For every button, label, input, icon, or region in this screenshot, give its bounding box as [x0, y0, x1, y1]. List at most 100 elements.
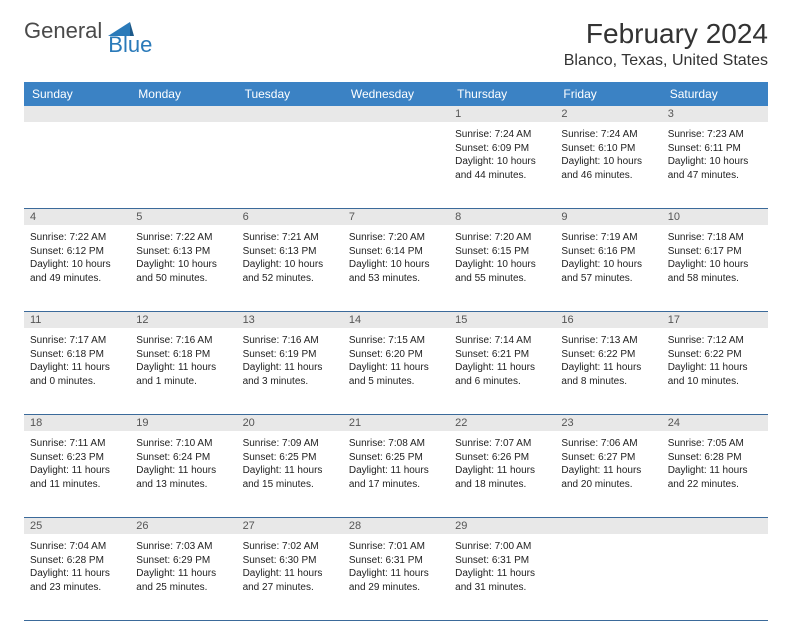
- sunset-line: Sunset: 6:10 PM: [561, 142, 655, 156]
- day-cell: Sunrise: 7:19 AMSunset: 6:16 PMDaylight:…: [555, 225, 661, 311]
- day-cell: Sunrise: 7:02 AMSunset: 6:30 PMDaylight:…: [237, 534, 343, 620]
- day-number: [555, 518, 661, 534]
- sunrise-line: Sunrise: 7:18 AM: [668, 231, 762, 245]
- day-content: Sunrise: 7:21 AMSunset: 6:13 PMDaylight:…: [243, 229, 337, 285]
- sunset-line: Sunset: 6:25 PM: [349, 451, 443, 465]
- sunset-line: Sunset: 6:11 PM: [668, 142, 762, 156]
- day-header: Wednesday: [343, 82, 449, 106]
- empty-cell: [555, 534, 661, 620]
- week-number-strip: 2526272829: [24, 518, 768, 534]
- daylight-line: Daylight: 11 hours and 6 minutes.: [455, 361, 549, 388]
- day-number: 18: [24, 415, 130, 431]
- day-number: 20: [237, 415, 343, 431]
- day-cell: Sunrise: 7:09 AMSunset: 6:25 PMDaylight:…: [237, 431, 343, 517]
- day-content: Sunrise: 7:22 AMSunset: 6:12 PMDaylight:…: [30, 229, 124, 285]
- day-header: Sunday: [24, 82, 130, 106]
- day-content: Sunrise: 7:12 AMSunset: 6:22 PMDaylight:…: [668, 332, 762, 388]
- sunset-line: Sunset: 6:23 PM: [30, 451, 124, 465]
- day-content: Sunrise: 7:24 AMSunset: 6:09 PMDaylight:…: [455, 126, 549, 182]
- daylight-line: Daylight: 11 hours and 1 minute.: [136, 361, 230, 388]
- day-number: [24, 106, 130, 122]
- sunset-line: Sunset: 6:21 PM: [455, 348, 549, 362]
- daylight-line: Daylight: 11 hours and 3 minutes.: [243, 361, 337, 388]
- day-content: Sunrise: 7:23 AMSunset: 6:11 PMDaylight:…: [668, 126, 762, 182]
- day-content: Sunrise: 7:19 AMSunset: 6:16 PMDaylight:…: [561, 229, 655, 285]
- day-content: Sunrise: 7:03 AMSunset: 6:29 PMDaylight:…: [136, 538, 230, 594]
- day-number: 1: [449, 106, 555, 122]
- day-number: [662, 518, 768, 534]
- day-header: Saturday: [662, 82, 768, 106]
- daylight-line: Daylight: 11 hours and 5 minutes.: [349, 361, 443, 388]
- sunrise-line: Sunrise: 7:11 AM: [30, 437, 124, 451]
- day-number: 13: [237, 312, 343, 328]
- sunrise-line: Sunrise: 7:04 AM: [30, 540, 124, 554]
- logo-text-general: General: [24, 18, 102, 44]
- day-content: Sunrise: 7:07 AMSunset: 6:26 PMDaylight:…: [455, 435, 549, 491]
- day-content: Sunrise: 7:24 AMSunset: 6:10 PMDaylight:…: [561, 126, 655, 182]
- day-content: Sunrise: 7:10 AMSunset: 6:24 PMDaylight:…: [136, 435, 230, 491]
- sunset-line: Sunset: 6:18 PM: [136, 348, 230, 362]
- empty-cell: [130, 122, 236, 208]
- day-cell: Sunrise: 7:24 AMSunset: 6:09 PMDaylight:…: [449, 122, 555, 208]
- empty-cell: [343, 122, 449, 208]
- day-number: 23: [555, 415, 661, 431]
- day-header: Monday: [130, 82, 236, 106]
- day-cell: Sunrise: 7:18 AMSunset: 6:17 PMDaylight:…: [662, 225, 768, 311]
- day-cell: Sunrise: 7:17 AMSunset: 6:18 PMDaylight:…: [24, 328, 130, 414]
- day-number: 8: [449, 209, 555, 225]
- day-number: 21: [343, 415, 449, 431]
- week-number-strip: 123: [24, 106, 768, 122]
- sunrise-line: Sunrise: 7:24 AM: [561, 128, 655, 142]
- week-row: Sunrise: 7:11 AMSunset: 6:23 PM Daylight:…: [24, 431, 768, 518]
- daylight-line: Daylight: 11 hours and 0 minutes.: [30, 361, 124, 388]
- daylight-line: Daylight: 11 hours and 29 minutes.: [349, 567, 443, 594]
- day-cell: Sunrise: 7:20 AMSunset: 6:15 PMDaylight:…: [449, 225, 555, 311]
- day-content: Sunrise: 7:14 AMSunset: 6:21 PMDaylight:…: [455, 332, 549, 388]
- daylight-line: Daylight: 11 hours and 20 minutes.: [561, 464, 655, 491]
- day-cell: Sunrise: 7:13 AMSunset: 6:22 PMDaylight:…: [555, 328, 661, 414]
- daylight-line: Daylight: 11 hours and 10 minutes.: [668, 361, 762, 388]
- daylight-line: Daylight: 11 hours and 23 minutes.: [30, 567, 124, 594]
- day-number: 15: [449, 312, 555, 328]
- daylight-line: Daylight: 10 hours and 57 minutes.: [561, 258, 655, 285]
- sunrise-line: Sunrise: 7:20 AM: [455, 231, 549, 245]
- week-number-strip: 18192021222324: [24, 415, 768, 431]
- day-number: [130, 106, 236, 122]
- week-row: Sunrise: 7:04 AMSunset: 6:28 PMDaylight:…: [24, 534, 768, 621]
- sunrise-line: Sunrise: 7:22 AM: [30, 231, 124, 245]
- sunrise-line: Sunrise: 7:21 AM: [243, 231, 337, 245]
- sunrise-line: Sunrise: 7:03 AM: [136, 540, 230, 554]
- day-number: 14: [343, 312, 449, 328]
- daylight-line: Daylight: 10 hours and 46 minutes.: [561, 155, 655, 182]
- sunrise-line: Sunrise: 7:22 AM: [136, 231, 230, 245]
- day-cell: Sunrise: 7:10 AMSunset: 6:24 PMDaylight:…: [130, 431, 236, 517]
- day-content: Sunrise: 7:16 AMSunset: 6:19 PMDaylight:…: [243, 332, 337, 388]
- sunrise-line: Sunrise: 7:16 AM: [136, 334, 230, 348]
- empty-cell: [24, 122, 130, 208]
- daylight-line: Daylight: 10 hours and 49 minutes.: [30, 258, 124, 285]
- day-cell: Sunrise: 7:22 AMSunset: 6:12 PMDaylight:…: [24, 225, 130, 311]
- sunrise-line: Sunrise: 7:19 AM: [561, 231, 655, 245]
- sunrise-line: Sunrise: 7:17 AM: [30, 334, 124, 348]
- day-cell: Sunrise: 7:00 AMSunset: 6:31 PMDaylight:…: [449, 534, 555, 620]
- daylight-line: Daylight: 10 hours and 58 minutes.: [668, 258, 762, 285]
- daylight-line: Daylight: 10 hours and 55 minutes.: [455, 258, 549, 285]
- day-cell: Sunrise: 7:03 AMSunset: 6:29 PMDaylight:…: [130, 534, 236, 620]
- daylight-line: Daylight: 10 hours and 53 minutes.: [349, 258, 443, 285]
- day-number: 29: [449, 518, 555, 534]
- day-cell: Sunrise: 7:08 AMSunset: 6:25 PMDaylight:…: [343, 431, 449, 517]
- day-headers-row: SundayMondayTuesdayWednesdayThursdayFrid…: [24, 82, 768, 106]
- sunset-line: Sunset: 6:15 PM: [455, 245, 549, 259]
- day-number: 25: [24, 518, 130, 534]
- sunset-line: Sunset: 6:22 PM: [668, 348, 762, 362]
- sunrise-line: Sunrise: 7:10 AM: [136, 437, 230, 451]
- day-number: 22: [449, 415, 555, 431]
- day-number: 19: [130, 415, 236, 431]
- day-number: [237, 106, 343, 122]
- sunrise-line: Sunrise: 7:14 AM: [455, 334, 549, 348]
- day-cell: Sunrise: 7:21 AMSunset: 6:13 PMDaylight:…: [237, 225, 343, 311]
- day-content: Sunrise: 7:11 AMSunset: 6:23 PMDaylight:…: [30, 435, 124, 491]
- day-cell: Sunrise: 7:12 AMSunset: 6:22 PMDaylight:…: [662, 328, 768, 414]
- sunset-line: Sunset: 6:20 PM: [349, 348, 443, 362]
- daylight-line: Daylight: 11 hours and 8 minutes.: [561, 361, 655, 388]
